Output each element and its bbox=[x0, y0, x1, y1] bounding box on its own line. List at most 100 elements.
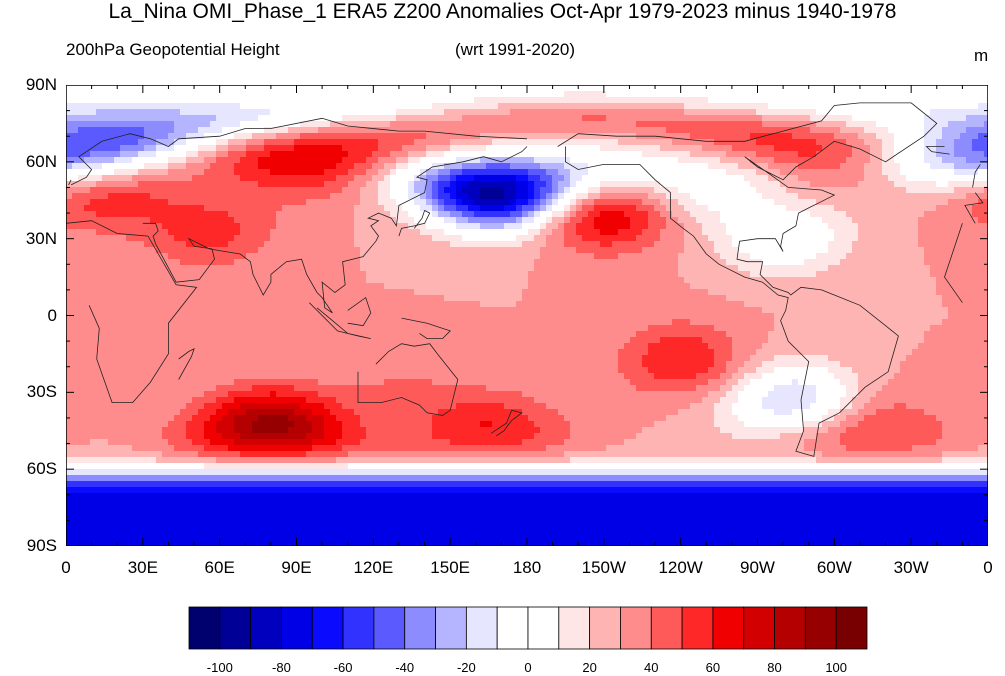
field-cell bbox=[516, 169, 523, 176]
field-cell bbox=[216, 193, 223, 200]
field-cell bbox=[114, 103, 121, 110]
field-cell bbox=[474, 205, 481, 212]
field-cell bbox=[672, 97, 679, 104]
field-cell bbox=[978, 169, 985, 176]
field-cell bbox=[540, 217, 547, 224]
field-cell bbox=[420, 259, 427, 266]
field-cell bbox=[318, 97, 325, 104]
field-cell bbox=[606, 133, 613, 140]
field-cell bbox=[180, 223, 187, 230]
field-cell bbox=[834, 259, 841, 266]
field-cell bbox=[606, 121, 613, 128]
field-cell bbox=[576, 199, 583, 206]
field-cell bbox=[798, 241, 805, 248]
field-cell bbox=[318, 163, 325, 170]
field-cell bbox=[300, 199, 307, 206]
field-cell bbox=[120, 241, 127, 248]
field-cell bbox=[366, 139, 373, 146]
field-cell bbox=[630, 109, 637, 116]
field-cell bbox=[870, 133, 877, 140]
field-cell bbox=[228, 175, 235, 182]
field-cell bbox=[738, 181, 745, 188]
field-cell bbox=[132, 139, 139, 146]
field-cell bbox=[588, 265, 595, 272]
field-cell bbox=[618, 259, 625, 266]
field-cell bbox=[546, 151, 553, 158]
field-cell bbox=[282, 271, 289, 278]
field-cell bbox=[570, 259, 577, 266]
field-cell bbox=[726, 133, 733, 140]
field-cell bbox=[408, 175, 415, 182]
field-cell bbox=[228, 169, 235, 176]
field-cell bbox=[516, 175, 523, 182]
field-cell bbox=[870, 103, 877, 110]
field-cell bbox=[486, 91, 493, 98]
field-cell bbox=[816, 253, 823, 260]
field-cell bbox=[150, 91, 157, 98]
field-cell bbox=[954, 115, 961, 122]
field-cell bbox=[588, 217, 595, 224]
field-cell bbox=[354, 85, 361, 92]
field-cell bbox=[588, 253, 595, 260]
field-cell bbox=[882, 217, 889, 224]
field-cell bbox=[846, 181, 853, 188]
field-cell bbox=[324, 169, 331, 176]
field-cell bbox=[414, 217, 421, 224]
field-cell bbox=[786, 157, 793, 164]
field-cell bbox=[744, 181, 751, 188]
field-cell bbox=[552, 85, 559, 92]
field-cell bbox=[972, 193, 979, 200]
field-cell bbox=[594, 265, 601, 272]
field-cell bbox=[846, 169, 853, 176]
field-cell bbox=[210, 109, 217, 116]
field-cell bbox=[186, 247, 193, 254]
field-cell bbox=[864, 217, 871, 224]
field-cell bbox=[480, 163, 487, 170]
field-cell bbox=[162, 247, 169, 254]
field-cell bbox=[348, 109, 355, 116]
field-cell bbox=[732, 271, 739, 278]
field-cell bbox=[402, 103, 409, 110]
field-cell bbox=[432, 253, 439, 260]
field-cell bbox=[822, 139, 829, 146]
field-cell bbox=[576, 121, 583, 128]
field-cell bbox=[210, 217, 217, 224]
field-cell bbox=[324, 97, 331, 104]
field-cell bbox=[642, 145, 649, 152]
field-cell bbox=[318, 187, 325, 194]
field-cell bbox=[564, 235, 571, 242]
field-cell bbox=[444, 163, 451, 170]
field-cell bbox=[552, 235, 559, 242]
field-cell bbox=[450, 271, 457, 278]
field-cell bbox=[846, 211, 853, 218]
field-cell bbox=[342, 241, 349, 248]
field-cell bbox=[798, 151, 805, 158]
field-cell bbox=[888, 127, 895, 134]
field-cell bbox=[324, 199, 331, 206]
field-cell bbox=[750, 127, 757, 134]
field-cell bbox=[870, 85, 877, 92]
field-cell bbox=[738, 259, 745, 266]
field-cell bbox=[156, 115, 163, 122]
field-cell bbox=[504, 85, 511, 92]
field-cell bbox=[720, 103, 727, 110]
field-cell bbox=[684, 235, 691, 242]
field-cell bbox=[594, 115, 601, 122]
field-cell bbox=[498, 193, 505, 200]
field-cell bbox=[294, 127, 301, 134]
field-cell bbox=[822, 211, 829, 218]
field-cell bbox=[900, 85, 907, 92]
field-cell bbox=[156, 259, 163, 266]
field-cell bbox=[852, 253, 859, 260]
field-cell bbox=[768, 241, 775, 248]
field-cell bbox=[384, 151, 391, 158]
field-cell bbox=[888, 199, 895, 206]
field-cell bbox=[120, 247, 127, 254]
field-cell bbox=[408, 139, 415, 146]
field-cell bbox=[186, 145, 193, 152]
field-cell bbox=[222, 109, 229, 116]
field-cell bbox=[636, 187, 643, 194]
field-cell bbox=[360, 103, 367, 110]
field-cell bbox=[498, 91, 505, 98]
field-cell bbox=[102, 91, 109, 98]
